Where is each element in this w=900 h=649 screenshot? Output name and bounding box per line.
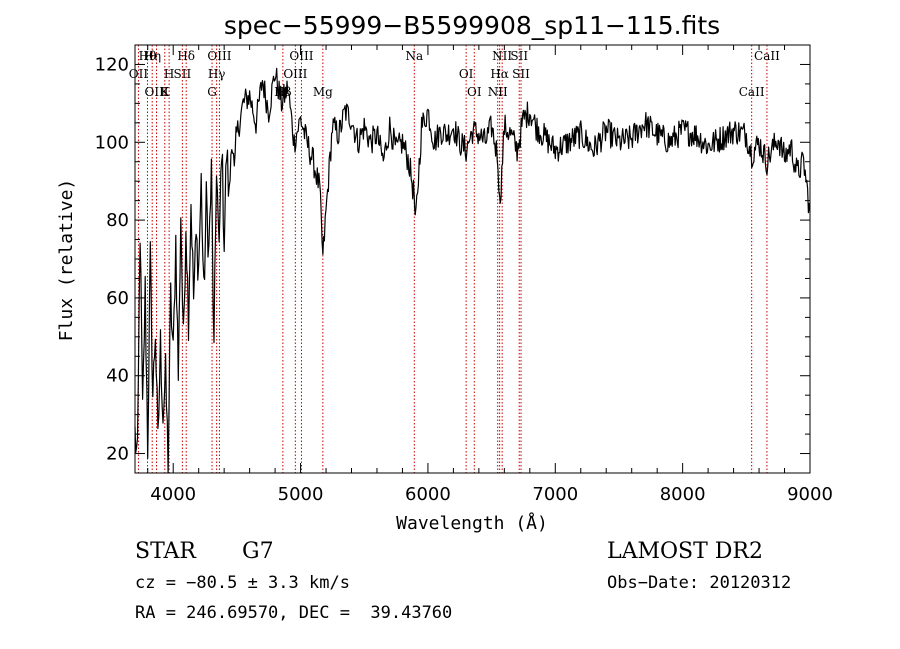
coordinates: RA = 246.69570, DEC = 39.43760 (135, 603, 453, 623)
spectral-line-label: OI (459, 67, 474, 81)
spectral-line-label: OIII (283, 67, 307, 81)
spectral-line-label: Hβ (274, 85, 291, 99)
axis-ticks: 4000 5000 6000 7000 8000 9000 20 40 60 80 100 120 (95, 44, 833, 505)
spectral-line-label: CaII (754, 49, 780, 63)
object-type: STAR (135, 539, 196, 564)
y-tick-label: 60 (106, 288, 129, 309)
x-axis-label: Wavelength (Å) (396, 512, 548, 534)
observation-date: Obs−Date: 20120312 (607, 573, 792, 593)
plot-frame (134, 44, 811, 474)
redshift-cz: cz = −80.5 ± 3.3 km/s (135, 573, 350, 593)
spectral-line-label: Mg (313, 85, 333, 99)
spectral-line-label: SII (510, 49, 528, 63)
spectral-line-label: Hη (143, 49, 161, 63)
y-tick-label: 80 (106, 210, 129, 231)
spectral-line-label: Hγ (208, 67, 226, 81)
spectrum-series (134, 67, 811, 474)
spectral-line-label: K (160, 85, 170, 99)
spectral-line-label: OI (467, 85, 482, 99)
spectral-line-label: G (207, 85, 217, 99)
spectral-line-label: Na (405, 49, 423, 63)
survey-name: LAMOST DR2 (607, 539, 763, 564)
x-tick-label: 5000 (278, 484, 324, 505)
spectral-line-label: NII (488, 85, 508, 99)
spectral-line-label: Hδ (177, 49, 195, 63)
y-axis-label: Flux (relative) (56, 179, 77, 342)
y-tick-label: 20 (106, 444, 129, 465)
x-tick-label: 9000 (787, 484, 833, 505)
x-tick-label: 4000 (150, 484, 196, 505)
spectrum-line (134, 67, 811, 474)
spectral-line-label: Hθ (139, 49, 157, 63)
spectral-line-label: OIII (289, 49, 313, 63)
y-tick-label: 100 (95, 132, 129, 153)
x-tick-label: 8000 (660, 484, 706, 505)
object-subclass: G7 (242, 539, 274, 564)
spectral-line-label: OIII (144, 85, 168, 99)
spectral-line-label: H (164, 67, 174, 81)
chart-title: spec−55999−B5599908_sp11−115.fits (224, 11, 720, 40)
spectral-line-label: CaII (739, 85, 765, 99)
y-tick-label: 40 (106, 366, 129, 387)
spectral-line-label: Hα (490, 67, 509, 81)
spectral-line-label: SII (174, 67, 192, 81)
spectral-line-label: NII (492, 49, 512, 63)
spectral-line-markers (137, 45, 768, 473)
spectral-line-label: OIII (207, 49, 231, 63)
x-tick-label: 6000 (405, 484, 451, 505)
spectral-line-label: OII (129, 67, 149, 81)
spectral-line-label: SII (512, 67, 530, 81)
y-tick-label: 120 (95, 54, 129, 75)
x-tick-label: 7000 (532, 484, 578, 505)
